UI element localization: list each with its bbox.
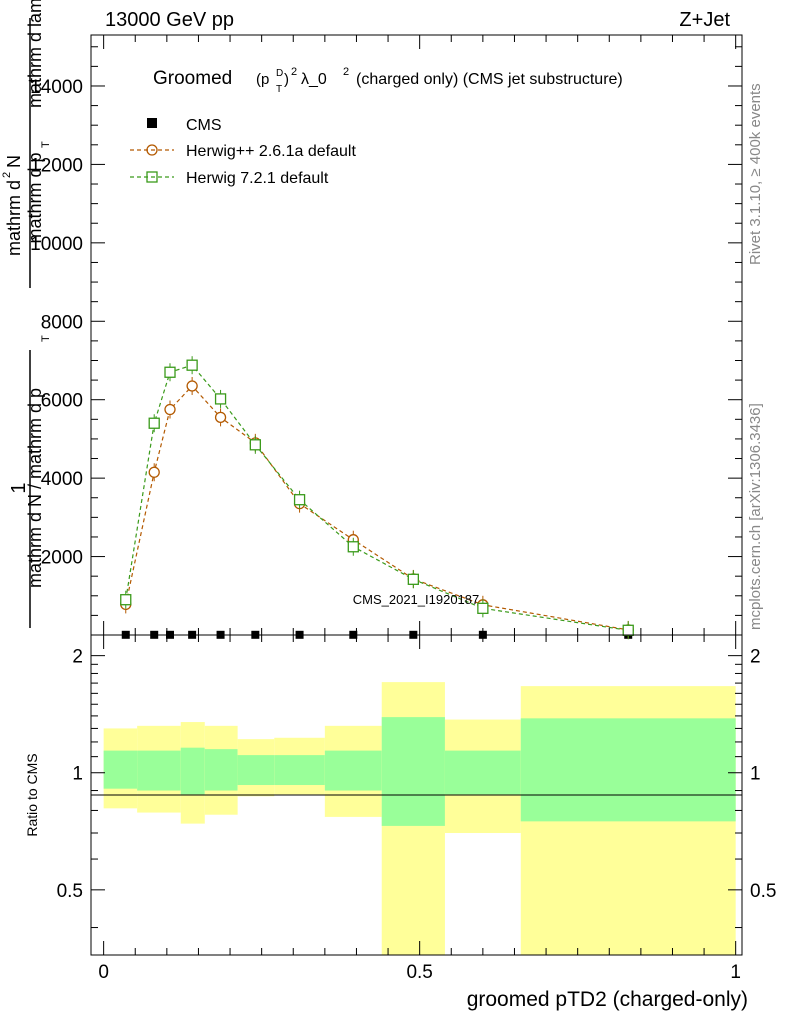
ratio-band-inner-8 xyxy=(444,750,521,795)
ratio-band-inner-5 xyxy=(274,755,325,786)
ratio-ytick-label-right-2: 2 xyxy=(750,647,761,668)
xtick-label-0: 0 xyxy=(98,962,109,983)
title-suffix: (charged only) (CMS jet substructure) xyxy=(356,71,623,88)
herwigpp-point-2 xyxy=(164,403,176,416)
ratio-ticks: 0.5 0.5 1 1 2 2 0 0.5 1 xyxy=(57,635,776,983)
ylabel-numerator-dp: mathrm d p xyxy=(25,152,45,243)
xlabel: groomed pTD2 (charged-only) xyxy=(467,988,748,1011)
herwig7-point-4 xyxy=(214,393,227,405)
rivet-label: Rivet 3.1.10, ≥ 400k events xyxy=(747,83,764,265)
title-sub-t: T xyxy=(276,84,282,95)
ratio-ytick-label-left-1: 1 xyxy=(72,764,83,785)
title-exp2: 2 xyxy=(291,66,297,78)
ratio-band-inner-6 xyxy=(324,750,382,791)
process-label: Z+Jet xyxy=(679,9,730,31)
ratio-bands xyxy=(103,682,736,955)
ylabel-n: N xyxy=(4,155,24,168)
ratio-band-inner-0 xyxy=(103,750,138,789)
main-ytick-label-6: 14000 xyxy=(30,77,83,98)
watermark: CMS_2021_I1920187 xyxy=(353,592,480,607)
herwig7-point-2 xyxy=(164,366,176,378)
herwigpp-point-1 xyxy=(148,466,160,478)
herwig7-point-3 xyxy=(186,359,198,371)
legend: CMS Herwig++ 2.6.1a default Herwig 7.2.1… xyxy=(130,117,356,187)
ratio-ytick-label-left-0: 0.5 xyxy=(57,881,83,902)
main-ytick-label-1: 4000 xyxy=(41,469,83,490)
main-ytick-label-4: 10000 xyxy=(30,234,83,255)
herwig7-point-5 xyxy=(249,439,261,451)
herwig7-point-7 xyxy=(347,541,359,553)
ylabel-denominator-a: mathrm d N / mathrm d p xyxy=(25,388,45,588)
ratio-band-inner-9 xyxy=(520,718,736,822)
ratio-band-inner-4 xyxy=(237,755,275,786)
legend-cms-label: CMS xyxy=(186,117,222,134)
legend-herwig7-label: Herwig 7.2.1 default xyxy=(186,170,329,187)
main-ticks: 2000 4000 6000 8000 10000 12000 14000 xyxy=(30,35,742,635)
ylabel-numerator-d: mathrm d xyxy=(4,180,24,256)
legend-cms-marker xyxy=(147,118,157,128)
ratio-ytick-label-right-1: 1 xyxy=(750,764,761,785)
herwig7-point-10 xyxy=(622,624,634,636)
ylabel-t-sub-b: T xyxy=(40,141,52,148)
herwig7-point-9 xyxy=(477,602,489,614)
main-ytick-label-2: 6000 xyxy=(41,391,83,412)
herwig7-point-0 xyxy=(120,594,132,606)
xtick-label-1: 0.5 xyxy=(406,962,432,983)
ratio-ytick-label-right-0: 0.5 xyxy=(750,881,776,902)
energy-label: 13000 GeV pp xyxy=(105,9,234,31)
herwigpp-point-4 xyxy=(214,411,227,424)
title-sup-d: D xyxy=(276,68,283,79)
ylabel-exp2: 2 xyxy=(1,172,13,178)
series-line-2 xyxy=(125,364,629,631)
title-exp2b: 2 xyxy=(343,66,349,78)
ylabel-dlambda: mathrm d lambda xyxy=(25,0,45,108)
main-ylabel: 1 mathrm d N / mathrm d p T mathrm d p T… xyxy=(1,0,52,628)
title-p: (p xyxy=(256,71,269,88)
title-lambda: λ_0 xyxy=(301,71,327,88)
ratio-band-inner-3 xyxy=(204,749,238,791)
legend-herwig7-marker xyxy=(146,171,158,183)
main-ytick-label-5: 12000 xyxy=(30,155,83,176)
herwig7-point-1 xyxy=(148,417,160,429)
ratio-band-inner-7 xyxy=(381,717,445,826)
xtick-label-2: 1 xyxy=(730,962,741,983)
ylabel-one: 1 xyxy=(8,482,30,493)
title-close: ) xyxy=(284,71,289,88)
mcplots-label: mcplots.cern.ch [arXiv:1306.3436] xyxy=(747,403,764,630)
herwig7-point-6 xyxy=(293,494,306,506)
ratio-band-inner-2 xyxy=(180,747,205,795)
main-ytick-label-3: 8000 xyxy=(41,312,83,333)
legend-herwigpp-marker xyxy=(146,144,158,156)
plot-title: Groomed (p D T ) 2 λ_0 2 (charged only) … xyxy=(153,66,623,95)
ratio-ytick-label-left-2: 2 xyxy=(72,647,83,668)
ratio-ylabel: Ratio to CMS xyxy=(24,753,40,836)
legend-herwigpp-label: Herwig++ 2.6.1a default xyxy=(186,143,356,160)
herwigpp-point-3 xyxy=(186,380,198,392)
ylabel-t-sub: T xyxy=(40,335,52,342)
ratio-band-inner-1 xyxy=(137,750,181,791)
main-ytick-label-0: 2000 xyxy=(41,548,83,569)
herwig7-point-8 xyxy=(407,573,419,585)
title-main: Groomed xyxy=(153,68,232,89)
